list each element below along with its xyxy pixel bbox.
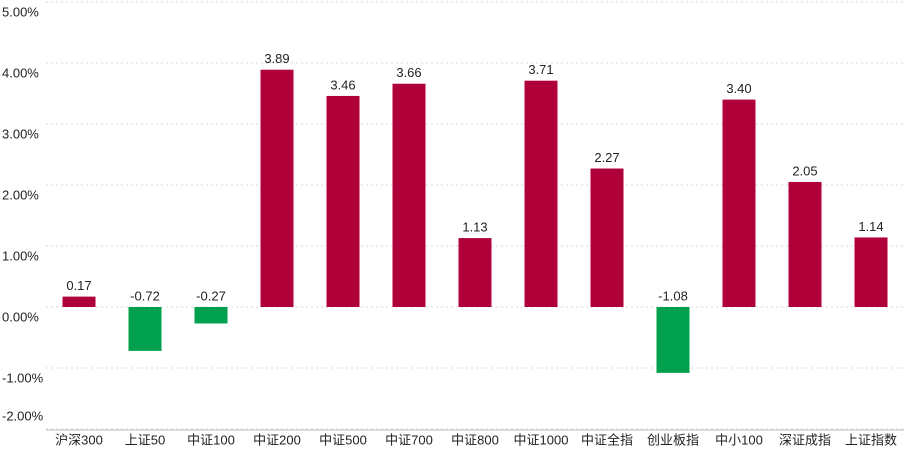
x-tick-label: 中证1000: [514, 432, 569, 447]
bar: [524, 80, 558, 307]
value-label: 0.17: [66, 278, 91, 293]
x-tick-label: 沪深300: [55, 432, 103, 447]
x-tick-label: 上证50: [125, 432, 165, 447]
bar: [326, 95, 360, 307]
y-tick-label: 5.00%: [2, 4, 39, 19]
x-tick-label: 中证全指: [581, 432, 633, 447]
bar: [260, 69, 294, 308]
bar: [62, 296, 96, 307]
x-tick-label: 中小100: [715, 432, 763, 447]
bar: [128, 307, 162, 351]
bar: [194, 307, 228, 324]
bar: [656, 307, 690, 373]
value-label: 3.71: [528, 62, 553, 77]
y-tick-label: 0.00%: [2, 309, 39, 324]
value-label: 3.89: [264, 51, 289, 66]
value-label: 2.05: [792, 163, 817, 178]
bar: [854, 237, 888, 307]
y-tick-label: 1.00%: [2, 248, 39, 263]
bar: [590, 168, 624, 307]
x-tick-label: 深证成指: [779, 432, 831, 447]
x-tick-label: 中证700: [385, 432, 433, 447]
x-tick-label: 中证200: [253, 432, 301, 447]
y-tick-label: -1.00%: [2, 370, 44, 385]
y-tick-label: -2.00%: [2, 408, 44, 423]
value-label: 1.13: [462, 220, 487, 235]
value-label: 1.14: [858, 219, 883, 234]
value-label: -0.27: [196, 288, 226, 303]
y-tick-label: 3.00%: [2, 126, 39, 141]
y-tick-label: 2.00%: [2, 187, 39, 202]
x-tick-label: 中证500: [319, 432, 367, 447]
bar: [392, 83, 426, 308]
x-tick-label: 上证指数: [845, 432, 897, 447]
bar: [722, 99, 756, 307]
value-label: 3.46: [330, 77, 355, 92]
value-label: -0.72: [130, 288, 160, 303]
x-tick-label: 创业板指: [647, 432, 699, 447]
bar: [788, 181, 822, 307]
y-tick-label: 4.00%: [2, 65, 39, 80]
bar: [458, 238, 492, 307]
value-label: -1.08: [658, 288, 688, 303]
value-label: 2.27: [594, 150, 619, 165]
value-label: 3.66: [396, 65, 421, 80]
value-label: 3.40: [726, 81, 751, 96]
x-tick-label: 中证100: [187, 432, 235, 447]
x-tick-label: 中证800: [451, 432, 499, 447]
